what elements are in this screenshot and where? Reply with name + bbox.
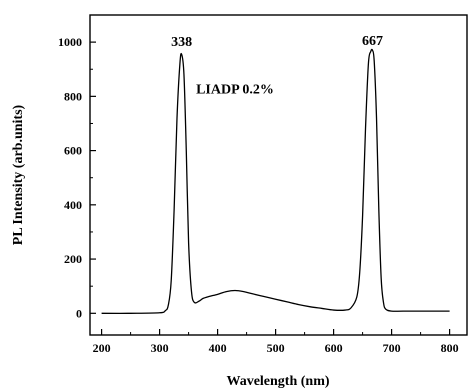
y-axis-ticks: 0 200 400 600 800 1000 xyxy=(58,35,96,320)
x-tick-label: 600 xyxy=(325,341,343,355)
annotation-label: 338 xyxy=(171,35,192,50)
x-axis-ticks: 200 300 400 500 600 700 800 xyxy=(93,329,459,355)
x-tick-label: 400 xyxy=(209,341,227,355)
plot-frame xyxy=(89,14,468,336)
y-tick-label: 600 xyxy=(64,144,82,158)
y-tick-label: 200 xyxy=(64,252,82,266)
annotations: 338 667 LIADP 0.2% xyxy=(171,34,383,98)
x-tick-label: 500 xyxy=(267,341,285,355)
x-tick-label: 800 xyxy=(441,341,459,355)
annotation-label: 667 xyxy=(362,34,383,49)
y-tick-label: 800 xyxy=(64,89,82,103)
x-axis-title: Wavelength (nm) xyxy=(226,374,329,389)
annotation-label: LIADP 0.2% xyxy=(196,83,274,98)
y-tick-label: 0 xyxy=(76,306,82,320)
y-tick-label: 1000 xyxy=(58,35,82,49)
series-line xyxy=(101,48,450,314)
x-tick-label: 700 xyxy=(383,341,401,355)
y-tick-label: 400 xyxy=(64,198,82,212)
y-axis-title: PL Intensity (arb.units) xyxy=(11,104,26,245)
x-tick-label: 300 xyxy=(151,341,169,355)
x-tick-label: 200 xyxy=(93,341,111,355)
